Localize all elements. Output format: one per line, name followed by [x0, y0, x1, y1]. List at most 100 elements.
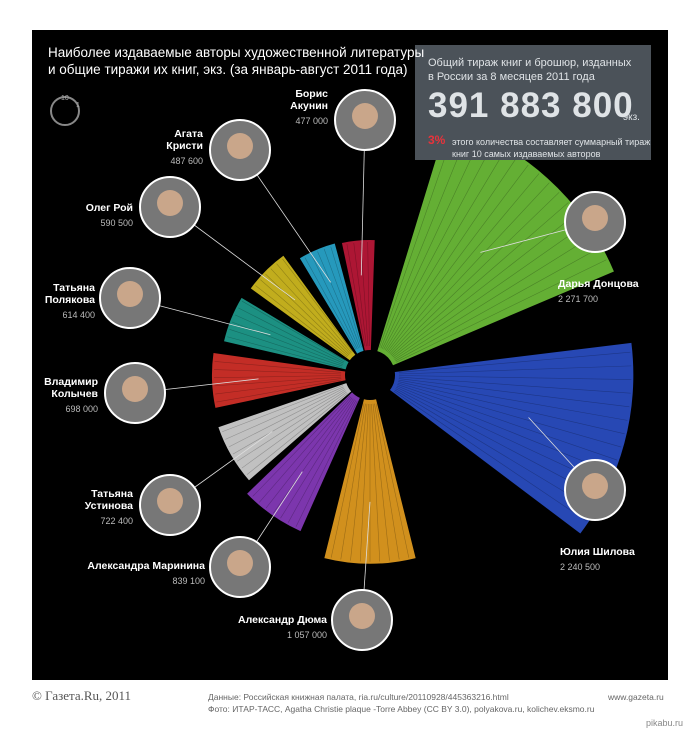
page-line [394, 235, 594, 360]
page-line [379, 126, 456, 348]
page-line [222, 385, 344, 433]
book-wedge [250, 255, 356, 361]
icon-label: 10 [61, 95, 69, 102]
page-line [388, 173, 540, 353]
page-line [225, 386, 344, 440]
page-line [214, 376, 342, 387]
photo-credit: Фото: ИТАР-ТАСС, Agatha Christie plaque … [208, 704, 595, 714]
page-line [392, 212, 578, 358]
info-share-text: этого количества составляет суммарный ти… [452, 137, 651, 159]
page-line [398, 376, 631, 394]
value-label: 698 000 [65, 404, 98, 414]
page-line [372, 403, 390, 561]
page-line [214, 361, 342, 373]
value-label: 2 271 700 [558, 294, 599, 304]
value-label: 2 240 500 [560, 562, 601, 572]
site: www.gazeta.ru [608, 692, 664, 702]
author-name: Владимир Колычев [44, 376, 98, 400]
page-line [255, 285, 348, 358]
page-line [393, 390, 587, 522]
info-unit: экз. [623, 112, 640, 123]
author-name: Агата Кристи [166, 128, 203, 152]
source: Данные: Российская книжная палата, ria.r… [208, 692, 509, 702]
page-line [310, 254, 358, 350]
page-line [229, 329, 343, 367]
page-line [367, 242, 370, 347]
page-line [346, 243, 366, 347]
photo-face [352, 103, 378, 129]
photo-face [349, 603, 375, 629]
page-line [330, 403, 365, 558]
value-label: 477 000 [295, 116, 328, 126]
page-line [323, 248, 361, 348]
author-name: Борис Акунин [290, 88, 328, 112]
page-line [246, 393, 348, 475]
page-line [252, 395, 351, 497]
info-text: Общий тираж книг и брошюр, изданных в Ро… [428, 57, 632, 83]
page-line [375, 403, 410, 558]
page-line [391, 202, 569, 357]
page-line [393, 223, 586, 359]
book-wedge [377, 121, 614, 366]
author-name: Юлия Шилова [560, 546, 635, 558]
photo-face [157, 488, 183, 514]
page-line [390, 192, 560, 356]
page-line [228, 387, 345, 448]
photo-face [117, 281, 143, 307]
info-box [415, 45, 651, 160]
page-line [265, 397, 353, 509]
chart-title: Наиболее издаваемые авторы художественно… [48, 45, 425, 77]
value-label: 614 400 [62, 310, 95, 320]
page-line [232, 389, 346, 455]
page-line [216, 379, 342, 403]
author-name: Александр Дюма [238, 614, 327, 626]
author-name: Дарья Донцова [558, 278, 639, 290]
page-line [227, 336, 343, 368]
page-line [395, 247, 601, 362]
page-line [381, 136, 482, 349]
page-line [330, 246, 362, 348]
page-line [350, 403, 368, 561]
author-name: Александра Маринина [87, 560, 205, 572]
book-wedge [218, 383, 352, 481]
page-line [304, 257, 357, 350]
book-wedge [224, 297, 349, 370]
page-line [276, 263, 352, 353]
page-line [398, 351, 631, 373]
photo-face [582, 205, 608, 231]
page-line [398, 378, 630, 408]
page-line [215, 378, 342, 395]
page-line [231, 321, 344, 365]
page-line [280, 399, 355, 519]
page-line [397, 382, 622, 448]
page-line [234, 314, 344, 364]
page-line [282, 258, 353, 353]
page-line [396, 386, 607, 486]
page-line [395, 259, 607, 363]
page-line [385, 156, 518, 352]
photo-face [157, 190, 183, 216]
icon-label: 1 [76, 102, 80, 109]
page-line [258, 396, 352, 503]
page-line [380, 131, 469, 349]
value-label: 1 057 000 [286, 630, 327, 640]
page-line [270, 268, 351, 354]
page-line [214, 369, 342, 375]
author-name: Олег Рой [85, 202, 133, 214]
value-label: 722 400 [100, 516, 133, 526]
author-name: Татьяна Устинова [84, 488, 133, 512]
page-line [397, 384, 618, 461]
info-share: 3% [428, 133, 446, 147]
photo-face [582, 473, 608, 499]
book-wedge [324, 399, 416, 564]
page-line [359, 403, 369, 562]
author-name: Татьяна Полякова [44, 282, 95, 306]
page-line [398, 381, 625, 435]
page-line [398, 379, 628, 421]
copyright: © Газета.Ru, 2011 [32, 688, 132, 703]
book-wedge [299, 243, 364, 354]
page-line [260, 279, 349, 357]
